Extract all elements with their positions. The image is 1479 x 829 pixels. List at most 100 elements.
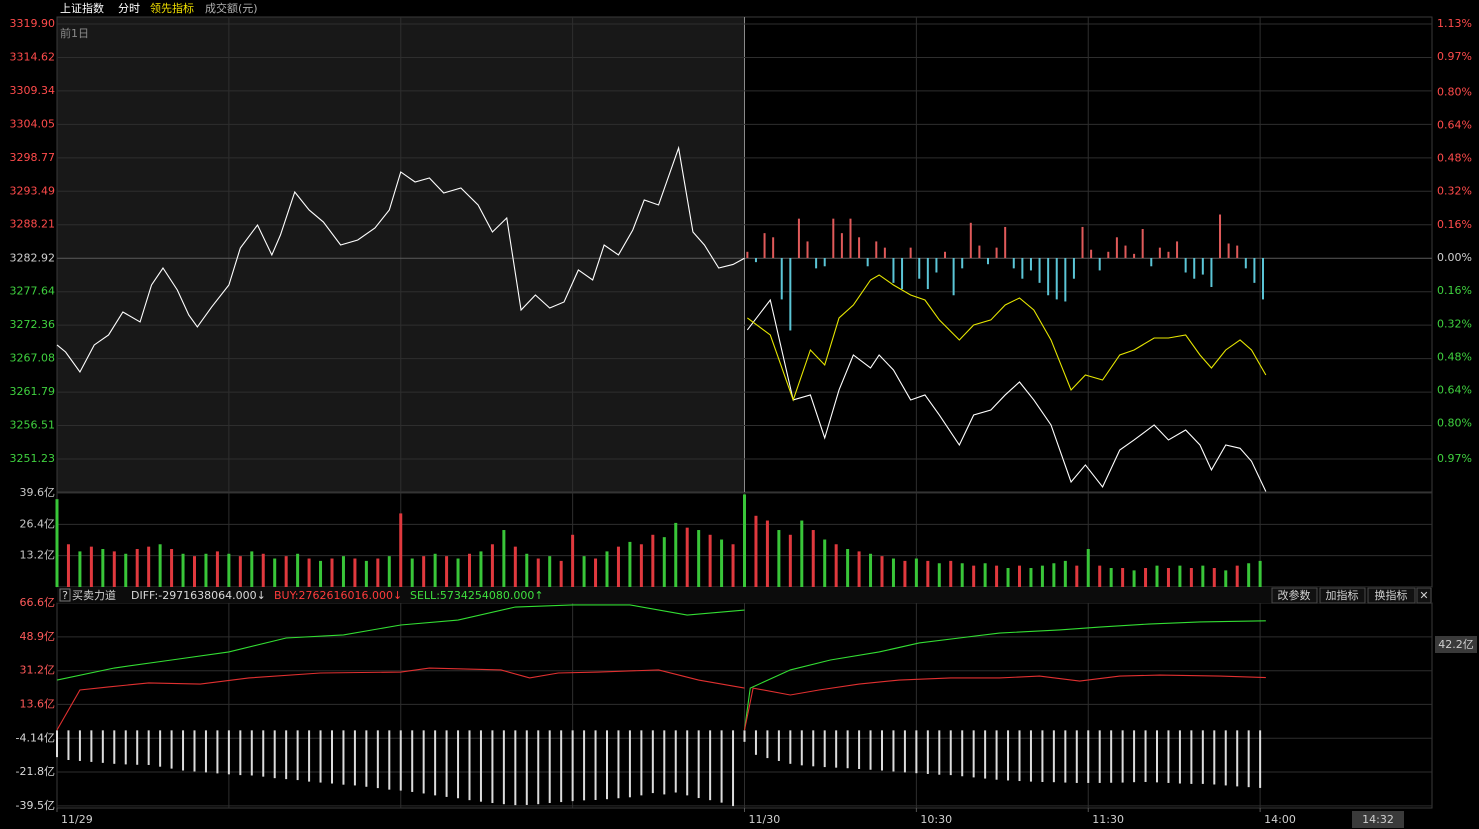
volume-bar: [1029, 568, 1033, 587]
indicator-bar: [1055, 258, 1058, 300]
indicator-bar: [926, 258, 929, 290]
indicator-bar: [1236, 245, 1239, 258]
y-tick-label: 3256.51: [10, 419, 56, 432]
indicator-bar: [815, 258, 818, 269]
header-item[interactable]: 成交额(元): [205, 1, 258, 15]
annotation: 前1日: [60, 26, 89, 40]
indicator-bar: [594, 730, 597, 800]
indicator-bar: [1115, 237, 1118, 258]
volume-bar: [273, 558, 277, 587]
volume-bar: [559, 560, 563, 587]
indicator-bar: [772, 237, 775, 258]
button-label[interactable]: 换指标: [1375, 588, 1408, 602]
indicator-bar: [491, 730, 494, 804]
indicator-bar: [1098, 730, 1101, 783]
series-line: [56, 145, 745, 374]
y-tick-label: 3288.21: [10, 218, 56, 231]
indicator-bar: [606, 730, 608, 800]
y2-tick-label: 0.48%: [1437, 350, 1472, 363]
button[interactable]: [1319, 587, 1366, 604]
close-button[interactable]: [1416, 587, 1432, 604]
volume-bar: [731, 544, 735, 587]
y2-tick-label: 0.64%: [1437, 384, 1472, 397]
volume-bar: [846, 549, 850, 587]
indicator-bar: [1176, 241, 1179, 258]
readout: SELL:5734254080.000↑: [410, 589, 544, 602]
x-tick-label: 14:00: [1264, 813, 1296, 826]
indicator-bar: [342, 730, 345, 785]
volume-bar: [1247, 563, 1251, 587]
volume-bar: [1155, 565, 1159, 587]
button-label[interactable]: ✕: [1419, 589, 1428, 602]
volume-bar: [112, 551, 116, 587]
y2-tick-label: 0.97%: [1437, 50, 1472, 63]
indicator-bar: [296, 730, 299, 781]
indicator-bar: [969, 222, 972, 258]
indicator-bar: [875, 241, 878, 258]
volume-bar: [697, 530, 701, 587]
volume-bar: [1006, 568, 1010, 587]
indicator-bar: [789, 730, 792, 764]
volume-bar: [468, 553, 471, 587]
indicator-bar: [1081, 226, 1084, 258]
indicator-bar: [909, 247, 912, 258]
volume-bar: [1235, 565, 1239, 587]
button-label[interactable]: 改参数: [1278, 588, 1311, 602]
indicator-bar: [1047, 258, 1050, 296]
help-box[interactable]: [59, 588, 71, 602]
volume-bar: [880, 556, 884, 587]
indicator-bar: [514, 730, 517, 806]
button[interactable]: [1367, 587, 1416, 604]
volume-bar: [204, 553, 208, 587]
volume-bar: [674, 522, 678, 587]
series-line: [746, 298, 1267, 492]
volume-bar: [364, 560, 368, 587]
indicator-bar: [866, 258, 869, 267]
volume-bar: [708, 534, 712, 587]
indicator-bar: [1201, 258, 1204, 275]
indicator-bar: [583, 730, 586, 801]
indicator-bar: [170, 730, 173, 769]
y2-tick-label: 0.32%: [1437, 317, 1472, 330]
indicator-bar: [1219, 214, 1222, 258]
volume-bar: [1040, 565, 1044, 587]
indicator-bar: [1227, 243, 1230, 258]
button[interactable]: [1271, 587, 1318, 604]
volume-bar: [605, 551, 609, 587]
indicator-bar: [1110, 730, 1113, 783]
chart-layer: 3319.90 3314.62 3309.34 3304.05 3298.77 3293.…: [10, 17, 1472, 826]
indicator-bar: [935, 258, 938, 273]
y-tick-label: 3251.23: [10, 452, 56, 465]
readout: BUY:2762616016.000↓: [274, 589, 402, 602]
volume-bar: [135, 549, 139, 587]
y2-tick-label: 0.16%: [1437, 218, 1472, 231]
volume-bar: [238, 556, 242, 587]
indicator-bar: [797, 218, 800, 258]
volume-bar: [387, 556, 391, 587]
indicator-bar: [858, 237, 861, 258]
volume-bar: [433, 553, 437, 587]
y-tick-label: 3282.92: [10, 251, 56, 264]
indicator-bar: [995, 247, 998, 258]
header-item[interactable]: 上证指数: [60, 1, 104, 15]
y-tick-label: 3304.05: [10, 117, 56, 130]
indicator-bar: [1133, 730, 1136, 783]
button-label[interactable]: 加指标: [1326, 588, 1359, 602]
header-item[interactable]: 领先指标: [150, 1, 194, 15]
indicator-bar: [743, 730, 746, 742]
header-item[interactable]: 分时: [118, 2, 140, 15]
indicator-bar: [90, 730, 93, 762]
volume-bar: [66, 544, 70, 587]
y2-tick-label: 0.64%: [1437, 118, 1472, 131]
indicator-bar: [1201, 730, 1204, 784]
indicator-bar: [1133, 253, 1136, 258]
indicator-bar: [422, 730, 425, 794]
help-text[interactable]: ?: [62, 589, 68, 602]
volume-bar: [479, 551, 483, 587]
volume-bar: [651, 534, 655, 587]
indicator-bar: [1210, 258, 1213, 287]
indicator-bar: [1167, 730, 1170, 783]
indicator-bar: [1087, 730, 1090, 783]
x-tick-label: 11/30: [749, 813, 781, 826]
indicator-bar: [1184, 258, 1187, 273]
